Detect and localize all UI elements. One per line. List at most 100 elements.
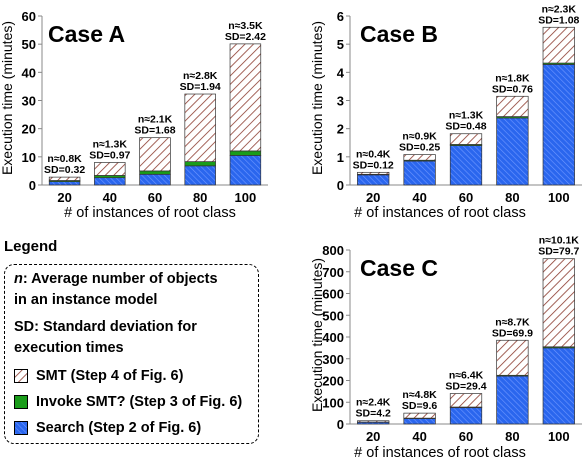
bar-annotation-n: n≈2.8K: [183, 70, 218, 82]
bar-segment-search: [403, 160, 436, 186]
bar-annotation-sd: SD=0.25: [399, 142, 440, 154]
y-tick-label: 60: [22, 9, 36, 24]
y-tick-label: 20: [22, 122, 36, 137]
x-tick-label: 60: [148, 190, 162, 205]
bar-annotation-n: n≈2.3K: [542, 3, 577, 15]
legend-item-search: Search (Step 2 of Fig. 6): [14, 419, 201, 437]
x-tick-label: 80: [505, 190, 519, 205]
bar-segment-smt: [94, 162, 126, 176]
y-tick-label: 0: [29, 178, 36, 193]
chart-title: Case C: [360, 255, 438, 281]
y-tick-label: 40: [22, 65, 36, 80]
bar-segment-smt: [403, 154, 436, 161]
bar-annotation-n: n≈0.9K: [402, 131, 437, 143]
y-tick-label: 200: [322, 374, 344, 389]
legend-sd-line1: SD: Standard deviation for: [14, 319, 197, 335]
bar-segment-invoke: [229, 150, 262, 156]
bar-annotation-sd: SD=0.12: [353, 159, 394, 171]
y-tick-label: 400: [322, 330, 344, 345]
y-axis-label: Execution time (minutes): [309, 258, 325, 412]
y-tick-label: 100: [322, 395, 344, 410]
y-tick-label: 30: [22, 94, 36, 109]
bar-segment-search: [496, 375, 529, 425]
y-tick-label: 3: [337, 94, 344, 109]
x-axis-label: # of instances of root class: [354, 445, 526, 460]
x-tick-label: 40: [103, 190, 117, 205]
legend-box: [4, 264, 259, 444]
bar-segment-search: [449, 407, 483, 425]
bar-segment-search: [403, 418, 436, 425]
y-tick-label: 4: [337, 65, 345, 80]
bar-segment-smt: [496, 95, 529, 117]
x-tick-label: 40: [412, 429, 426, 444]
y-tick-label: 600: [322, 287, 344, 302]
bar-segment-search: [542, 347, 575, 425]
x-tick-label: 80: [505, 429, 519, 444]
legend-item-invoke-label: Invoke SMT? (Step 3 of Fig. 6): [36, 394, 243, 410]
x-tick-label: 100: [548, 190, 570, 205]
bar-annotation-sd: SD=2.42: [225, 31, 266, 43]
chart-title: Case B: [360, 21, 438, 47]
legend-sd-line2: execution times: [14, 340, 124, 356]
x-tick-label: 20: [366, 429, 380, 444]
y-tick-label: 0: [337, 178, 344, 193]
bar-segment-smt: [542, 258, 575, 348]
bar-annotation-sd: SD=9.6: [402, 400, 437, 412]
x-tick-label: 20: [366, 190, 380, 205]
bar-annotation-sd: SD=0.48: [445, 121, 486, 133]
x-tick-label: 60: [459, 429, 473, 444]
bar-annotation-sd: SD=1.68: [134, 125, 175, 137]
legend-n-text: : Average number of objects: [22, 271, 218, 287]
x-tick-label: 100: [235, 190, 257, 205]
search-swatch: [14, 421, 28, 435]
x-tick-label: 20: [57, 190, 71, 205]
bar-annotation-sd: SD=0.97: [89, 149, 130, 161]
bar-annotation-n: n≈3.5K: [228, 20, 263, 32]
invoke-swatch: [14, 395, 28, 409]
x-tick-label: 80: [193, 190, 207, 205]
bar-segment-search: [357, 174, 390, 186]
y-tick-label: 300: [322, 352, 344, 367]
bar-annotation-n: n≈0.8K: [47, 153, 82, 165]
bar-segment-smt: [542, 26, 575, 64]
y-axis-label: Execution time (minutes): [0, 21, 15, 175]
legend-item-smt-label: SMT (Step 4 of Fig. 6): [36, 368, 184, 384]
x-tick-label: 60: [459, 190, 473, 205]
bar-segment-smt: [184, 93, 216, 162]
legend-item-smt: SMT (Step 4 of Fig. 6): [14, 367, 183, 385]
legend-title: Legend: [4, 238, 58, 255]
y-tick-label: 10: [22, 150, 36, 165]
bar-segment-smt: [229, 43, 262, 152]
bar-annotation-n: n≈1.3K: [449, 110, 484, 122]
chart-case-b: 0 1 2 3 4 5 6 Execution time (minutes) # of inst…: [309, 3, 582, 221]
bar-segment-search: [184, 165, 216, 186]
bar-annotation-sd: SD=29.4: [445, 381, 486, 393]
bar-annotation-sd: SD=0.76: [492, 83, 533, 95]
x-axis-label: # of instances of root class: [64, 205, 236, 221]
y-tick-label: 700: [322, 265, 344, 280]
bar-annotation-n: n≈1.3K: [93, 138, 128, 150]
bar-segment-search: [449, 145, 483, 186]
y-tick-label: 1: [337, 150, 344, 165]
bar-segment-invoke: [139, 170, 171, 175]
bar-segment-search: [542, 64, 575, 186]
y-tick-label: 50: [22, 37, 36, 52]
bar-annotation-n: n≈6.4K: [449, 370, 484, 382]
legend-n-line2: in an instance model: [14, 292, 158, 308]
bar-segment-smt: [496, 339, 529, 376]
bar-annotation-sd: SD=1.94: [180, 81, 221, 93]
bar-annotation-n: n≈8.7K: [495, 316, 530, 328]
bar-segment-smt: [139, 137, 171, 172]
legend-item-search-label: Search (Step 2 of Fig. 6): [36, 420, 202, 436]
smt-swatch: [14, 369, 28, 383]
y-tick-label: 0: [337, 417, 344, 432]
bar-annotation-n: n≈10.1K: [539, 235, 580, 247]
y-tick-label: 500: [322, 308, 344, 323]
bar-segment-smt: [403, 412, 436, 419]
chart-case-a: 0 10 20 30 40 50 60 Execution time (minutes) # o…: [0, 9, 268, 221]
bar-annotation-n: n≈1.8K: [495, 72, 530, 84]
x-tick-label: 100: [548, 429, 570, 444]
bar-annotation-n: n≈2.4K: [356, 397, 391, 409]
